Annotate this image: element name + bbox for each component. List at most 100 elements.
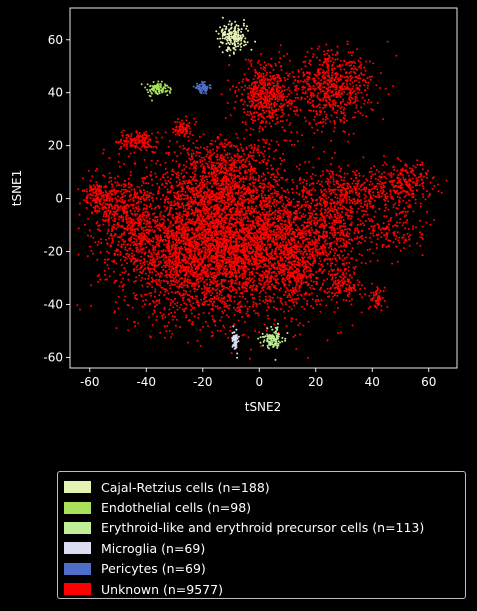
- scatter-point: [173, 194, 176, 197]
- scatter-point: [213, 297, 216, 300]
- scatter-point: [258, 265, 261, 268]
- scatter-point: [269, 229, 272, 232]
- scatter-point: [252, 284, 255, 287]
- scatter-point: [305, 281, 308, 283]
- scatter-point: [164, 172, 167, 175]
- scatter-point: [177, 228, 180, 231]
- scatter-point: [77, 188, 80, 191]
- scatter-point: [182, 260, 185, 263]
- scatter-point: [306, 171, 308, 174]
- scatter-point: [139, 245, 142, 248]
- scatter-point: [247, 314, 250, 317]
- scatter-point: [122, 277, 124, 280]
- scatter-point: [257, 253, 260, 256]
- scatter-point: [276, 241, 279, 244]
- scatter-point: [127, 329, 130, 332]
- scatter-point: [201, 268, 204, 271]
- scatter-point: [316, 282, 319, 285]
- scatter-point: [247, 220, 250, 223]
- scatter-point: [228, 304, 231, 307]
- scatter-point: [147, 277, 150, 280]
- scatter-point: [198, 183, 201, 186]
- scatter-point: [264, 274, 267, 277]
- scatter-point: [193, 306, 196, 309]
- scatter-point: [146, 285, 149, 288]
- scatter-point: [169, 284, 171, 287]
- scatter-point: [164, 266, 167, 268]
- scatter-point: [176, 304, 178, 307]
- scatter-point: [310, 219, 313, 222]
- scatter-point: [233, 269, 236, 272]
- scatter-point: [155, 197, 158, 200]
- scatter-point: [268, 277, 271, 280]
- scatter-point: [126, 252, 129, 255]
- scatter-point: [234, 275, 237, 277]
- scatter-point: [168, 237, 171, 240]
- scatter-point: [178, 217, 181, 219]
- scatter-point: [172, 300, 175, 303]
- scatter-point: [257, 272, 260, 275]
- scatter-point: [161, 223, 164, 226]
- scatter-point: [176, 301, 179, 304]
- scatter-point: [308, 184, 311, 187]
- scatter-point: [186, 228, 189, 231]
- scatter-point: [195, 275, 198, 278]
- scatter-point: [212, 278, 215, 281]
- scatter-point: [248, 234, 251, 237]
- scatter-point: [261, 211, 264, 214]
- scatter-point: [164, 249, 167, 252]
- scatter-point: [143, 258, 146, 261]
- scatter-point: [303, 308, 306, 310]
- scatter-point: [244, 320, 246, 323]
- scatter-point: [270, 205, 273, 208]
- scatter-point: [199, 257, 202, 260]
- scatter-point: [292, 220, 295, 223]
- scatter-point: [153, 295, 156, 298]
- scatter-point: [247, 209, 250, 212]
- scatter-point: [187, 208, 190, 210]
- scatter-point: [221, 260, 224, 262]
- scatter-point: [303, 208, 306, 211]
- scatter-point: [246, 284, 249, 287]
- scatter-point: [183, 302, 186, 305]
- scatter-point: [164, 238, 167, 241]
- scatter-point: [153, 265, 156, 268]
- scatter-point: [264, 219, 267, 222]
- scatter-point: [269, 223, 272, 226]
- scatter-point: [181, 308, 184, 311]
- scatter-point: [305, 260, 308, 263]
- scatter-point: [218, 263, 221, 266]
- scatter-point: [211, 315, 214, 317]
- scatter-point: [342, 254, 344, 257]
- scatter-point: [152, 237, 155, 240]
- scatter-point: [155, 315, 158, 318]
- scatter-point: [247, 230, 250, 233]
- scatter-point: [174, 220, 177, 222]
- scatter-point: [231, 250, 233, 253]
- scatter-point: [252, 220, 255, 223]
- scatter-point: [241, 220, 244, 223]
- scatter-point: [272, 277, 275, 280]
- scatter-point: [145, 293, 148, 296]
- scatter-point: [275, 272, 278, 275]
- scatter-point: [211, 331, 214, 334]
- scatter-point: [260, 273, 262, 276]
- scatter-point: [199, 235, 201, 238]
- scatter-point: [337, 332, 340, 334]
- scatter-point: [289, 251, 292, 253]
- scatter-point: [153, 279, 156, 282]
- scatter-point: [97, 240, 100, 243]
- scatter-point: [207, 260, 210, 263]
- scatter-point: [202, 228, 205, 231]
- scatter-point: [137, 200, 140, 203]
- scatter-point: [178, 264, 180, 267]
- scatter-point: [271, 233, 274, 236]
- scatter-point: [336, 243, 339, 246]
- scatter-point: [177, 261, 180, 264]
- scatter-point: [261, 127, 264, 130]
- scatter-point: [241, 227, 243, 230]
- scatter-point: [206, 300, 208, 303]
- scatter-point: [144, 277, 147, 280]
- scatter-point: [284, 220, 287, 223]
- scatter-point: [319, 217, 322, 220]
